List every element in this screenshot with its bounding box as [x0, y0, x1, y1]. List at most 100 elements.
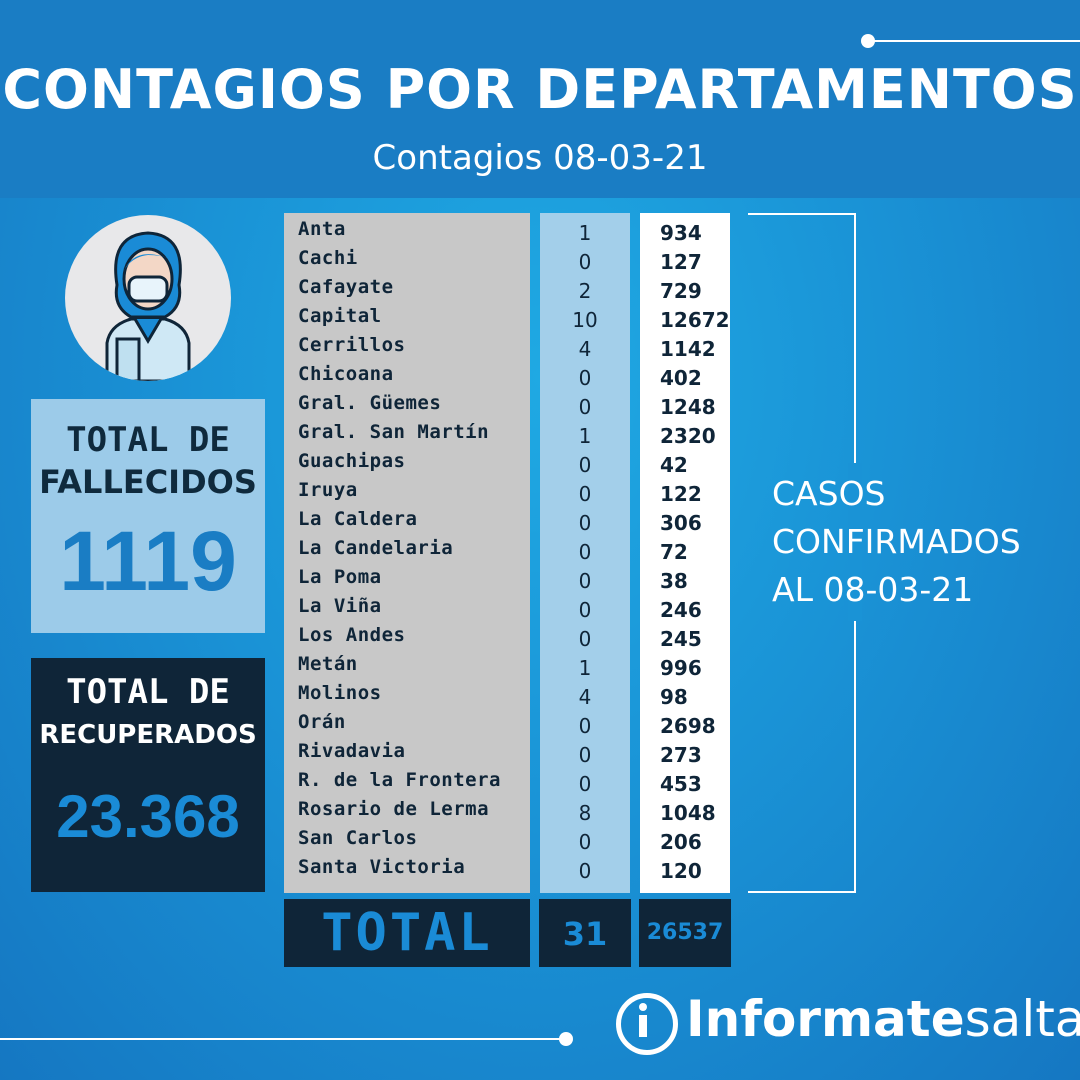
total-cases: 122: [660, 482, 702, 506]
total-cases: 1048: [660, 801, 716, 825]
daily-cases: 4: [578, 685, 592, 709]
department-name: Metán: [298, 653, 358, 675]
daily-cases: 10: [572, 308, 598, 332]
department-name: Rivadavia: [298, 740, 406, 762]
daily-cases: 0: [578, 743, 592, 767]
fallecidos-box: TOTAL DE FALLECIDOS 1119: [31, 399, 265, 633]
decorative-line: [868, 40, 1080, 42]
department-name: Gral. Güemes: [298, 392, 442, 414]
daily-cases: 0: [578, 453, 592, 477]
total-cases: 934: [660, 221, 702, 245]
department-name: Chicoana: [298, 363, 394, 385]
informate-salta-logo: Informatesalta: [612, 990, 1080, 1060]
table-row: Gral. Güemes 0 1248: [284, 392, 730, 421]
department-name: La Poma: [298, 566, 382, 588]
table-row: San Carlos 0 206: [284, 827, 730, 856]
daily-cases: 1: [578, 221, 592, 245]
total-cases: 206: [660, 830, 702, 854]
table-row: Capital 10 12672: [284, 305, 730, 334]
table-row: Cafayate 2 729: [284, 276, 730, 305]
logo-text: Informatesalta: [686, 990, 1080, 1048]
total-cases: 2698: [660, 714, 716, 738]
bracket-gap: [848, 463, 862, 621]
daily-cases: 4: [578, 337, 592, 361]
department-name: Cafayate: [298, 276, 394, 298]
total-all-box: 26537: [639, 899, 731, 967]
table-row: La Viña 0 246: [284, 595, 730, 624]
department-name: Cachi: [298, 247, 358, 269]
department-name: Orán: [298, 711, 346, 733]
fallecidos-label-2: FALLECIDOS: [39, 463, 257, 501]
page-subtitle: Contagios 08-03-21: [372, 138, 708, 178]
total-cases: 42: [660, 453, 688, 477]
total-cases: 245: [660, 627, 702, 651]
fallecidos-label-1: TOTAL DE: [66, 420, 230, 460]
daily-cases: 0: [578, 830, 592, 854]
decorative-dot: [559, 1032, 573, 1046]
department-name: R. de la Frontera: [298, 769, 501, 791]
daily-cases: 0: [578, 250, 592, 274]
total-cases: 246: [660, 598, 702, 622]
fallecidos-value: 1119: [59, 514, 237, 608]
info-i-icon: [616, 993, 678, 1055]
total-cases: 98: [660, 685, 688, 709]
daily-cases: 0: [578, 482, 592, 506]
daily-cases: 0: [578, 511, 592, 535]
table-row: La Caldera 0 306: [284, 508, 730, 537]
total-cases: 12672: [660, 308, 730, 332]
total-cases: 120: [660, 859, 702, 883]
department-name: La Caldera: [298, 508, 418, 530]
departments-table: Anta 1 934 Cachi 0 127 Cafayate 2 729 Capital 10 12…: [284, 218, 730, 885]
department-name: Gral. San Martín: [298, 421, 490, 443]
table-row: Chicoana 0 402: [284, 363, 730, 392]
daily-cases: 0: [578, 395, 592, 419]
daily-cases: 2: [578, 279, 592, 303]
daily-cases: 8: [578, 801, 592, 825]
total-confirmed-cases: 26537: [646, 920, 724, 945]
table-row: Orán 0 2698: [284, 711, 730, 740]
daily-cases: 1: [578, 424, 592, 448]
total-label: TOTAL: [321, 903, 493, 963]
table-row: Santa Victoria 0 120: [284, 856, 730, 885]
total-cases: 996: [660, 656, 702, 680]
table-row: Guachipas 0 42: [284, 450, 730, 479]
table-row: R. de la Frontera 0 453: [284, 769, 730, 798]
total-cases: 72: [660, 540, 688, 564]
departments-column: [284, 213, 530, 893]
recuperados-value: 23.368: [56, 783, 240, 850]
header-band: [0, 0, 1080, 198]
total-cases: 1248: [660, 395, 716, 419]
table-row: Rivadavia 0 273: [284, 740, 730, 769]
daily-cases: 0: [578, 714, 592, 738]
department-name: Cerrillos: [298, 334, 406, 356]
total-cases: 273: [660, 743, 702, 767]
health-worker-avatar-icon: [65, 215, 231, 381]
total-label-box: TOTAL: [284, 899, 530, 967]
table-row: La Poma 0 38: [284, 566, 730, 595]
logo-bold: Informate: [686, 990, 965, 1048]
total-daily-cases: 31: [562, 915, 608, 953]
page-title: CONTAGIOS POR DEPARTAMENTOS: [2, 58, 1078, 121]
daily-cases: 0: [578, 627, 592, 651]
total-cases: 306: [660, 511, 702, 535]
casos-line-3: AL 08-03-21: [772, 570, 974, 609]
info-i-dot: [639, 1003, 647, 1011]
total-cases: 453: [660, 772, 702, 796]
recuperados-box: TOTAL DE RECUPERADOS 23.368: [31, 658, 265, 892]
department-name: La Viña: [298, 595, 382, 617]
total-cases: 402: [660, 366, 702, 390]
daily-cases: 0: [578, 772, 592, 796]
decorative-line: [0, 1038, 565, 1040]
department-name: Los Andes: [298, 624, 406, 646]
department-name: Capital: [298, 305, 382, 327]
daily-cases: 0: [578, 569, 592, 593]
department-name: Santa Victoria: [298, 856, 466, 878]
department-name: Anta: [298, 218, 346, 240]
total-cases: 729: [660, 279, 702, 303]
department-name: Rosario de Lerma: [298, 798, 490, 820]
daily-cases: 0: [578, 859, 592, 883]
table-row: Los Andes 0 245: [284, 624, 730, 653]
table-row: Iruya 0 122: [284, 479, 730, 508]
daily-cases: 1: [578, 656, 592, 680]
department-name: Guachipas: [298, 450, 406, 472]
